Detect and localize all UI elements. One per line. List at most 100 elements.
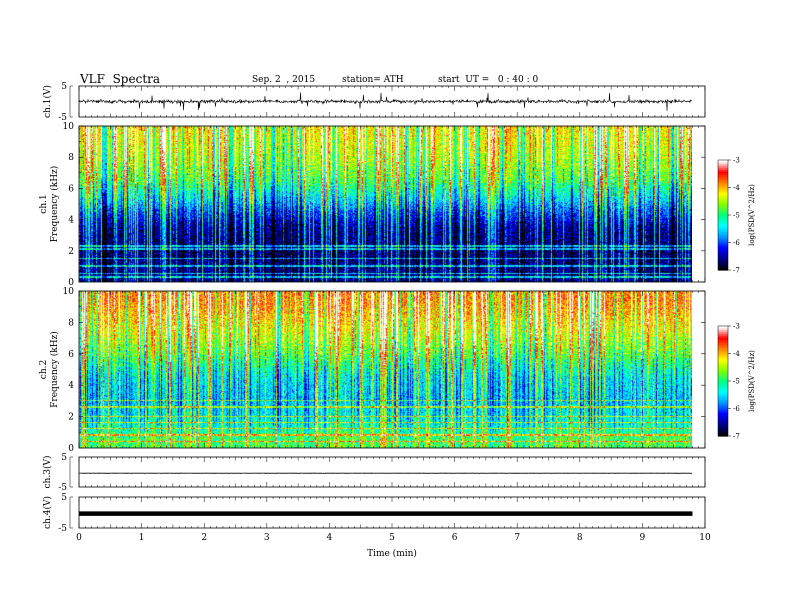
colorbar-swatch — [718, 381, 728, 384]
time-tick-label: 1 — [139, 533, 145, 543]
colorbar-swatch — [718, 410, 728, 413]
colorbar-swatch — [718, 366, 728, 369]
freq-tick-label: 10 — [63, 287, 75, 297]
freq-tick-label: 2 — [68, 247, 74, 257]
colorbar-swatch — [718, 353, 728, 356]
freq-tick-label: 8 — [68, 318, 74, 328]
colorbar-swatch — [718, 375, 728, 378]
colorbar-swatch — [718, 200, 728, 203]
ch4-waveform-ylabel: ch.4(V) — [42, 496, 53, 529]
colorbar-swatch — [718, 392, 728, 395]
freq-tick-label: 4 — [68, 216, 74, 226]
colorbar-swatch — [718, 191, 728, 194]
colorbar-swatch — [718, 226, 728, 229]
colorbar-swatch — [718, 165, 728, 168]
volt-tick-label: -5 — [58, 113, 67, 123]
colorbar-swatch — [718, 176, 728, 179]
colorbar-swatch — [718, 224, 728, 227]
colorbar-swatch — [718, 163, 728, 167]
colorbar-swatch — [718, 371, 728, 375]
colorbar-swatch — [718, 196, 728, 200]
colorbar-swatch — [718, 384, 728, 388]
colorbar-swatch — [718, 244, 728, 247]
time-tick-label: 0 — [76, 533, 82, 543]
colorbar-swatch — [718, 382, 728, 386]
colorbar-swatch — [718, 180, 728, 183]
ch1-waveform-trace — [78, 92, 693, 111]
time-tick-label: 8 — [577, 533, 583, 543]
time-tick-label: 6 — [452, 533, 458, 543]
colorbar-tick-label: -3 — [733, 323, 740, 331]
colorbar-swatch — [718, 231, 728, 234]
colorbar-swatch — [718, 172, 728, 176]
colorbar-swatch — [718, 213, 728, 216]
colorbar-swatch — [718, 189, 728, 192]
colorbar-swatch — [718, 425, 728, 428]
colorbar-swatch — [718, 178, 728, 181]
colorbar-swatch — [718, 333, 728, 336]
colorbar-swatch — [718, 335, 728, 338]
colorbar-swatch — [718, 238, 728, 242]
colorbar-swatch — [718, 344, 728, 347]
colorbar-swatch — [718, 430, 728, 433]
time-tick-label: 3 — [264, 533, 270, 543]
time-tick-label: 7 — [514, 533, 520, 543]
colorbar-swatch — [718, 327, 728, 331]
colorbar-tick-label: -6 — [733, 405, 740, 413]
colorbar-swatch — [718, 204, 728, 207]
colorbar-swatch — [718, 346, 728, 349]
colorbar-swatch — [718, 403, 728, 406]
colorbar-swatch — [718, 202, 728, 205]
colorbar-swatch — [718, 182, 728, 185]
ch1-spectrogram-channel-label: ch.1 — [39, 194, 49, 213]
colorbar-swatch — [718, 414, 728, 417]
colorbar-swatch — [718, 266, 728, 269]
colorbar-swatch — [718, 326, 728, 329]
freq-tick-label: 6 — [68, 350, 74, 360]
colorbar-swatch — [718, 183, 728, 187]
colorbar-swatch — [718, 207, 728, 211]
colorbar-swatch — [718, 412, 728, 415]
colorbar-swatch — [718, 229, 728, 233]
colorbar-swatch — [718, 337, 728, 340]
colorbar-swatch — [718, 401, 728, 404]
freq-tick-label: 0 — [68, 278, 74, 288]
colorbar-swatch — [718, 388, 728, 391]
colorbar-swatch — [718, 421, 728, 424]
colorbar-swatch — [718, 198, 728, 201]
colorbar-swatch — [718, 432, 728, 435]
colorbar-swatch — [718, 434, 728, 437]
colorbar-swatch — [718, 370, 728, 373]
colorbar-swatch — [718, 331, 728, 334]
colorbar-swatch — [718, 255, 728, 258]
colorbar-swatch — [718, 227, 728, 231]
start-time-label: start UT = 0 : 40 : 0 — [438, 75, 539, 85]
volt-tick-label: 5 — [61, 82, 67, 92]
colorbar-swatch — [718, 351, 728, 355]
freq-tick-label: 2 — [68, 413, 74, 423]
colorbar-label: log(PSD(V^2/Hz) — [748, 184, 756, 246]
colorbar-swatch — [718, 399, 728, 402]
volt-tick-label: -5 — [58, 524, 67, 534]
colorbar-tick-label: -5 — [733, 378, 740, 386]
colorbar-swatch — [718, 397, 728, 400]
colorbar-swatch — [718, 249, 728, 253]
colorbar-swatch — [718, 260, 728, 264]
ch1-waveform-ylabel: ch.1(V) — [42, 85, 53, 118]
colorbar-swatch — [718, 362, 728, 366]
colorbar-tick-label: -6 — [733, 239, 740, 247]
colorbar-swatch — [718, 349, 728, 353]
colorbar-tick-label: -7 — [733, 267, 740, 275]
ch2-spectrogram-raster — [79, 291, 692, 448]
ch1-spectrogram-raster — [79, 126, 692, 282]
colorbar-swatch — [718, 233, 728, 236]
colorbar-swatch — [718, 262, 728, 266]
colorbar-swatch — [718, 169, 728, 172]
colorbar-swatch — [718, 220, 728, 223]
colorbar-swatch — [718, 242, 728, 245]
colorbar-swatch — [718, 171, 728, 174]
plot-title: VLF Spectra — [80, 72, 161, 86]
volt-tick-label: 5 — [61, 453, 67, 463]
colorbar-tick-label: -7 — [733, 433, 740, 441]
colorbar-swatch — [718, 193, 728, 196]
